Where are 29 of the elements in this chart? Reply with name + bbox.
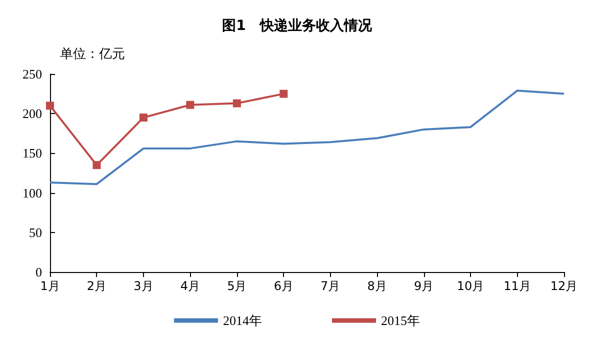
x-tick-label: 6月 bbox=[274, 279, 294, 293]
point bbox=[92, 161, 101, 170]
point bbox=[46, 102, 54, 110]
y-tick-label: 200 bbox=[22, 106, 42, 122]
x-tick-label: 4月 bbox=[180, 279, 200, 293]
y-tick-label: 150 bbox=[22, 146, 42, 161]
x-tick-label: 12月 bbox=[550, 279, 578, 293]
x-tick-label: 3月 bbox=[134, 279, 154, 293]
x-tick-label: 7月 bbox=[320, 279, 340, 293]
y-tick-label: 100 bbox=[22, 185, 42, 200]
x-tick-label: 8月 bbox=[367, 279, 387, 293]
x-tick-label: 2月 bbox=[86, 279, 107, 293]
point bbox=[186, 100, 194, 109]
x-tick-label: 10月 bbox=[456, 279, 484, 293]
point bbox=[232, 99, 241, 108]
chart-title: 图1 快递业务收入情况 bbox=[222, 17, 373, 34]
line-series bbox=[49, 90, 565, 186]
point bbox=[139, 114, 148, 122]
legend-label: 2014年 bbox=[223, 313, 262, 328]
point bbox=[280, 90, 288, 98]
y-tick-label: 250 bbox=[22, 66, 42, 82]
x-tick-label: 5月 bbox=[227, 279, 247, 293]
y-tick-label: 0 bbox=[36, 264, 42, 280]
x-tick-label: 9月 bbox=[414, 279, 434, 293]
y-axis-title: 单位：亿元 bbox=[60, 47, 125, 62]
x-tick-label: 11月 bbox=[504, 279, 531, 293]
x-tick-label: 1月 bbox=[40, 279, 60, 293]
y-tick-label: 50 bbox=[29, 224, 42, 240]
legend-label: 2015年 bbox=[381, 313, 420, 328]
